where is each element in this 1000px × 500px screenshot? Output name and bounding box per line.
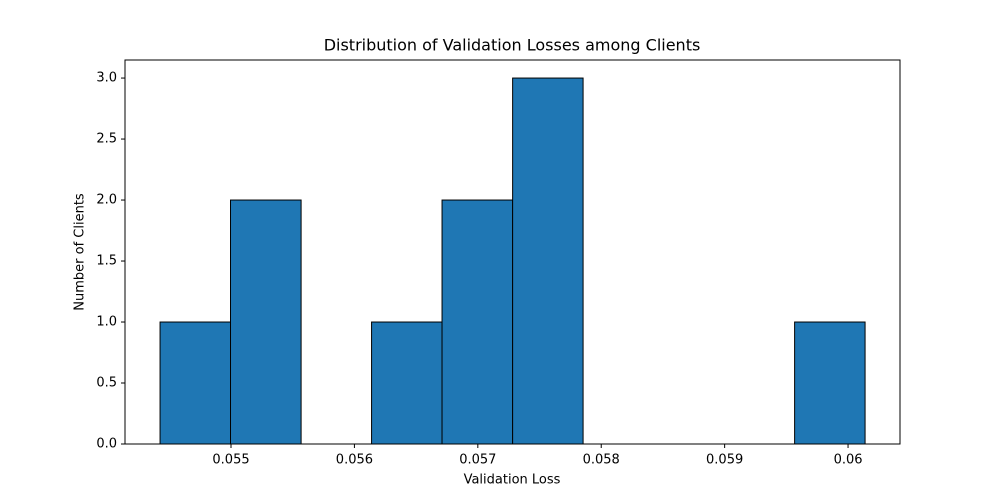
x-tick-label: 0.056	[336, 453, 373, 468]
x-tick-label: 0.058	[583, 453, 620, 468]
y-tick-label: 0.0	[96, 437, 117, 452]
bar	[512, 77, 584, 445]
x-tick-label: 0.06	[834, 453, 863, 468]
x-tick-label: 0.057	[459, 453, 496, 468]
x-tick-label: 0.059	[706, 453, 743, 468]
plot-frame	[124, 59, 901, 445]
x-tick-label: 0.055	[212, 453, 249, 468]
y-axis-label: Number of Clients	[73, 193, 88, 311]
bar	[371, 321, 443, 445]
y-tick-label: 3.0	[96, 71, 117, 86]
x-axis-label: Validation Loss	[464, 473, 561, 488]
chart-title: Distribution of Validation Losses among …	[324, 36, 701, 55]
bar	[794, 321, 866, 445]
y-tick-label: 1.0	[96, 315, 117, 330]
y-tick-label: 1.5	[96, 254, 117, 269]
bar	[441, 199, 514, 445]
bar	[230, 199, 302, 445]
bar	[159, 321, 232, 445]
y-tick-label: 0.5	[96, 376, 117, 391]
y-tick-label: 2.0	[96, 193, 117, 208]
y-tick-label: 2.5	[96, 132, 117, 147]
